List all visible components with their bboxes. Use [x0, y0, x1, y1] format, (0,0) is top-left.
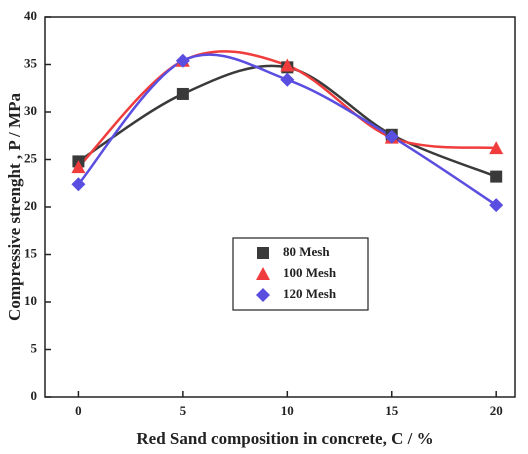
- y-tick-label: 20: [24, 198, 37, 213]
- y-axis-label: Compressive strenght , P / MPa: [5, 93, 24, 321]
- y-tick-label: 5: [31, 340, 38, 355]
- marker: [280, 58, 295, 72]
- marker: [71, 160, 86, 174]
- marker: [489, 141, 504, 155]
- legend-marker: [256, 267, 270, 280]
- legend-box: [232, 237, 369, 311]
- marker: [489, 198, 504, 213]
- marker: [280, 72, 295, 87]
- legend-marker: [257, 247, 269, 259]
- x-tick-label: 15: [385, 403, 399, 418]
- x-tick-label: 20: [490, 403, 503, 418]
- legend-label: 80 Mesh: [283, 244, 330, 259]
- y-tick-label: 0: [31, 388, 38, 403]
- y-tick-label: 25: [24, 150, 38, 165]
- x-tick-label: 0: [75, 403, 82, 418]
- marker: [384, 129, 399, 144]
- x-tick-label: 5: [180, 403, 187, 418]
- marker: [71, 177, 86, 192]
- y-tick-label: 30: [24, 103, 37, 118]
- legend-label: 100 Mesh: [283, 265, 337, 280]
- y-tick-label: 15: [24, 245, 38, 260]
- y-tick-label: 40: [24, 8, 37, 23]
- marker: [490, 170, 503, 183]
- marker: [175, 53, 190, 68]
- x-axis-label: Red Sand composition in concrete, C / %: [136, 429, 433, 448]
- x-tick-label: 10: [281, 403, 294, 418]
- marker: [176, 87, 189, 100]
- y-tick-label: 10: [24, 293, 37, 308]
- legend-label: 120 Mesh: [283, 286, 337, 301]
- y-tick-label: 35: [24, 55, 38, 70]
- plot-frame: [44, 16, 516, 398]
- legend-marker: [256, 288, 270, 302]
